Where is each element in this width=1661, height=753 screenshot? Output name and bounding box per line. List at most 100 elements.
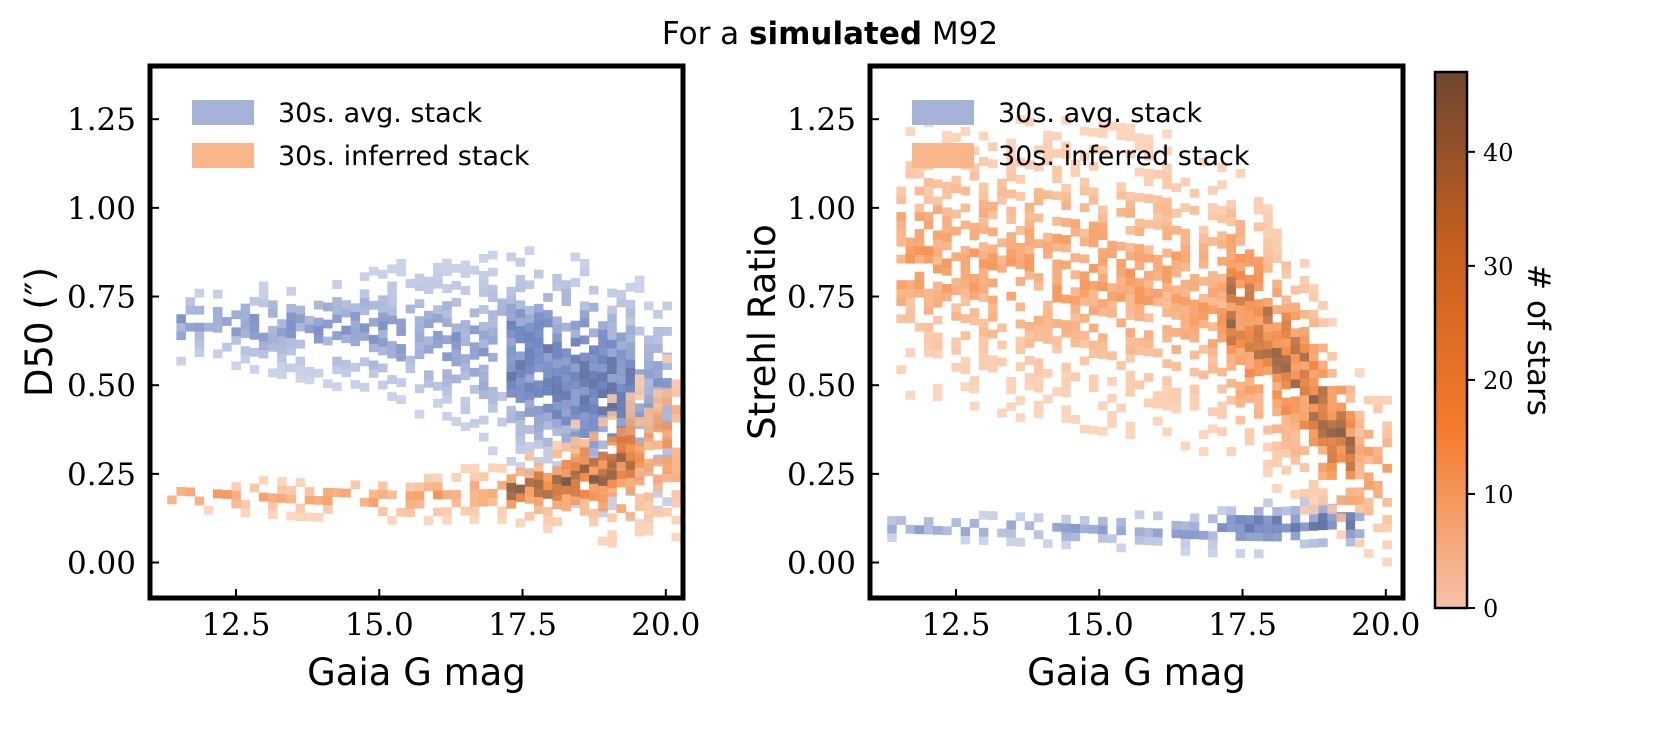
heatmap-bin	[488, 352, 498, 362]
heatmap-bin	[1015, 243, 1026, 252]
heatmap-bin	[905, 254, 915, 264]
heatmap-bin	[1153, 195, 1163, 205]
legend-swatch	[192, 143, 254, 168]
heatmap-bin	[378, 490, 388, 499]
heatmap-bin	[579, 498, 590, 508]
heatmap-bin	[1299, 488, 1310, 498]
heatmap-bin	[579, 429, 590, 438]
heatmap-bin	[488, 267, 498, 277]
heatmap-bin	[1061, 362, 1071, 372]
heatmap-bin	[662, 431, 672, 440]
heatmap-bin	[1290, 456, 1301, 465]
heatmap-bin	[1244, 385, 1255, 395]
heatmap-bin	[552, 273, 562, 283]
heatmap-bin	[914, 525, 925, 535]
heatmap-bin	[277, 370, 287, 379]
heatmap-bin	[1382, 557, 1392, 567]
heatmap-bin	[634, 284, 645, 293]
heatmap-bin	[589, 345, 599, 355]
heatmap-bin	[396, 318, 406, 328]
heatmap-bin	[1098, 516, 1108, 526]
heatmap-bin	[644, 509, 654, 519]
heatmap-bin	[1079, 339, 1090, 349]
heatmap-bin	[524, 391, 535, 400]
heatmap-bin	[543, 454, 553, 464]
heatmap-bin	[1125, 311, 1136, 320]
heatmap-bin	[332, 280, 342, 289]
heatmap-bin	[1180, 203, 1191, 212]
heatmap-bin	[589, 413, 599, 423]
heatmap-bin	[277, 485, 287, 495]
heatmap-bin	[1125, 387, 1136, 397]
heatmap-bin	[598, 502, 608, 512]
heatmap-bin	[368, 300, 379, 310]
heatmap-bin	[1217, 256, 1227, 266]
heatmap-bin	[1254, 532, 1264, 542]
heatmap-bin	[1024, 262, 1035, 272]
heatmap-bin	[1098, 129, 1108, 138]
heatmap-bin	[185, 297, 195, 306]
heatmap-bin	[1235, 168, 1246, 178]
heatmap-bin	[1309, 394, 1319, 404]
heatmap-bin	[1217, 282, 1227, 292]
heatmap-bin	[414, 324, 425, 334]
heatmap-bin	[1354, 410, 1365, 420]
heatmap-bin	[997, 263, 1007, 273]
heatmap-bin	[1281, 346, 1291, 356]
heatmap-bin	[295, 512, 306, 522]
heatmap-bin	[524, 399, 535, 409]
heatmap-bin	[1272, 288, 1282, 297]
heatmap-bin	[942, 181, 952, 191]
heatmap-bin	[1153, 511, 1163, 521]
heatmap-bin	[978, 527, 989, 537]
heatmap-bin	[231, 490, 241, 500]
heatmap-bin	[1290, 396, 1301, 406]
heatmap-bin	[671, 490, 681, 499]
heatmap-bin	[978, 182, 989, 192]
heatmap-bin	[286, 329, 296, 339]
heatmap-bin	[543, 515, 553, 525]
heatmap-bin	[589, 422, 599, 431]
heatmap-bin	[1327, 317, 1337, 327]
heatmap-bin	[1015, 319, 1026, 329]
heatmap-bin	[396, 507, 406, 517]
heatmap-bin	[534, 337, 544, 347]
heatmap-bin	[1290, 506, 1301, 515]
heatmap-bin	[1244, 309, 1255, 318]
heatmap-bin	[332, 331, 342, 340]
heatmap-bin	[598, 346, 608, 356]
heatmap-bin	[295, 365, 306, 374]
heatmap-bin	[561, 416, 571, 426]
heatmap-bin	[1015, 413, 1026, 423]
heatmap-bin	[479, 330, 489, 340]
heatmap-bin	[644, 441, 654, 451]
heatmap-bin	[1226, 506, 1236, 516]
heatmap-bin	[1226, 200, 1236, 209]
heatmap-bin	[359, 357, 370, 367]
heatmap-bin	[607, 513, 617, 523]
heatmap-bin	[543, 352, 553, 362]
heatmap-bin	[1290, 514, 1301, 524]
heatmap-bin	[488, 403, 498, 413]
heatmap-bin	[570, 320, 581, 330]
heatmap-bin	[942, 267, 952, 276]
heatmap-bin	[1134, 142, 1145, 151]
heatmap-bin	[1153, 297, 1163, 307]
heatmap-bin	[1281, 431, 1291, 441]
heatmap-bin	[1144, 279, 1154, 289]
heatmap-bin	[1309, 488, 1319, 498]
heatmap-bin	[1208, 322, 1218, 331]
heatmap-bin	[488, 318, 498, 328]
heatmap-bin	[1144, 339, 1154, 348]
heatmap-bin	[424, 473, 434, 483]
heatmap-bin	[451, 417, 461, 426]
heatmap-bin	[1235, 549, 1246, 558]
heatmap-bin	[515, 283, 526, 293]
heatmap-bin	[460, 464, 471, 473]
heatmap-bin	[1070, 227, 1081, 237]
heatmap-bin	[1015, 157, 1026, 167]
heatmap-bin	[1171, 387, 1181, 397]
heatmap-bin	[653, 327, 663, 336]
heatmap-bin	[951, 337, 961, 347]
x-tick-label: 15.0	[1065, 607, 1134, 643]
